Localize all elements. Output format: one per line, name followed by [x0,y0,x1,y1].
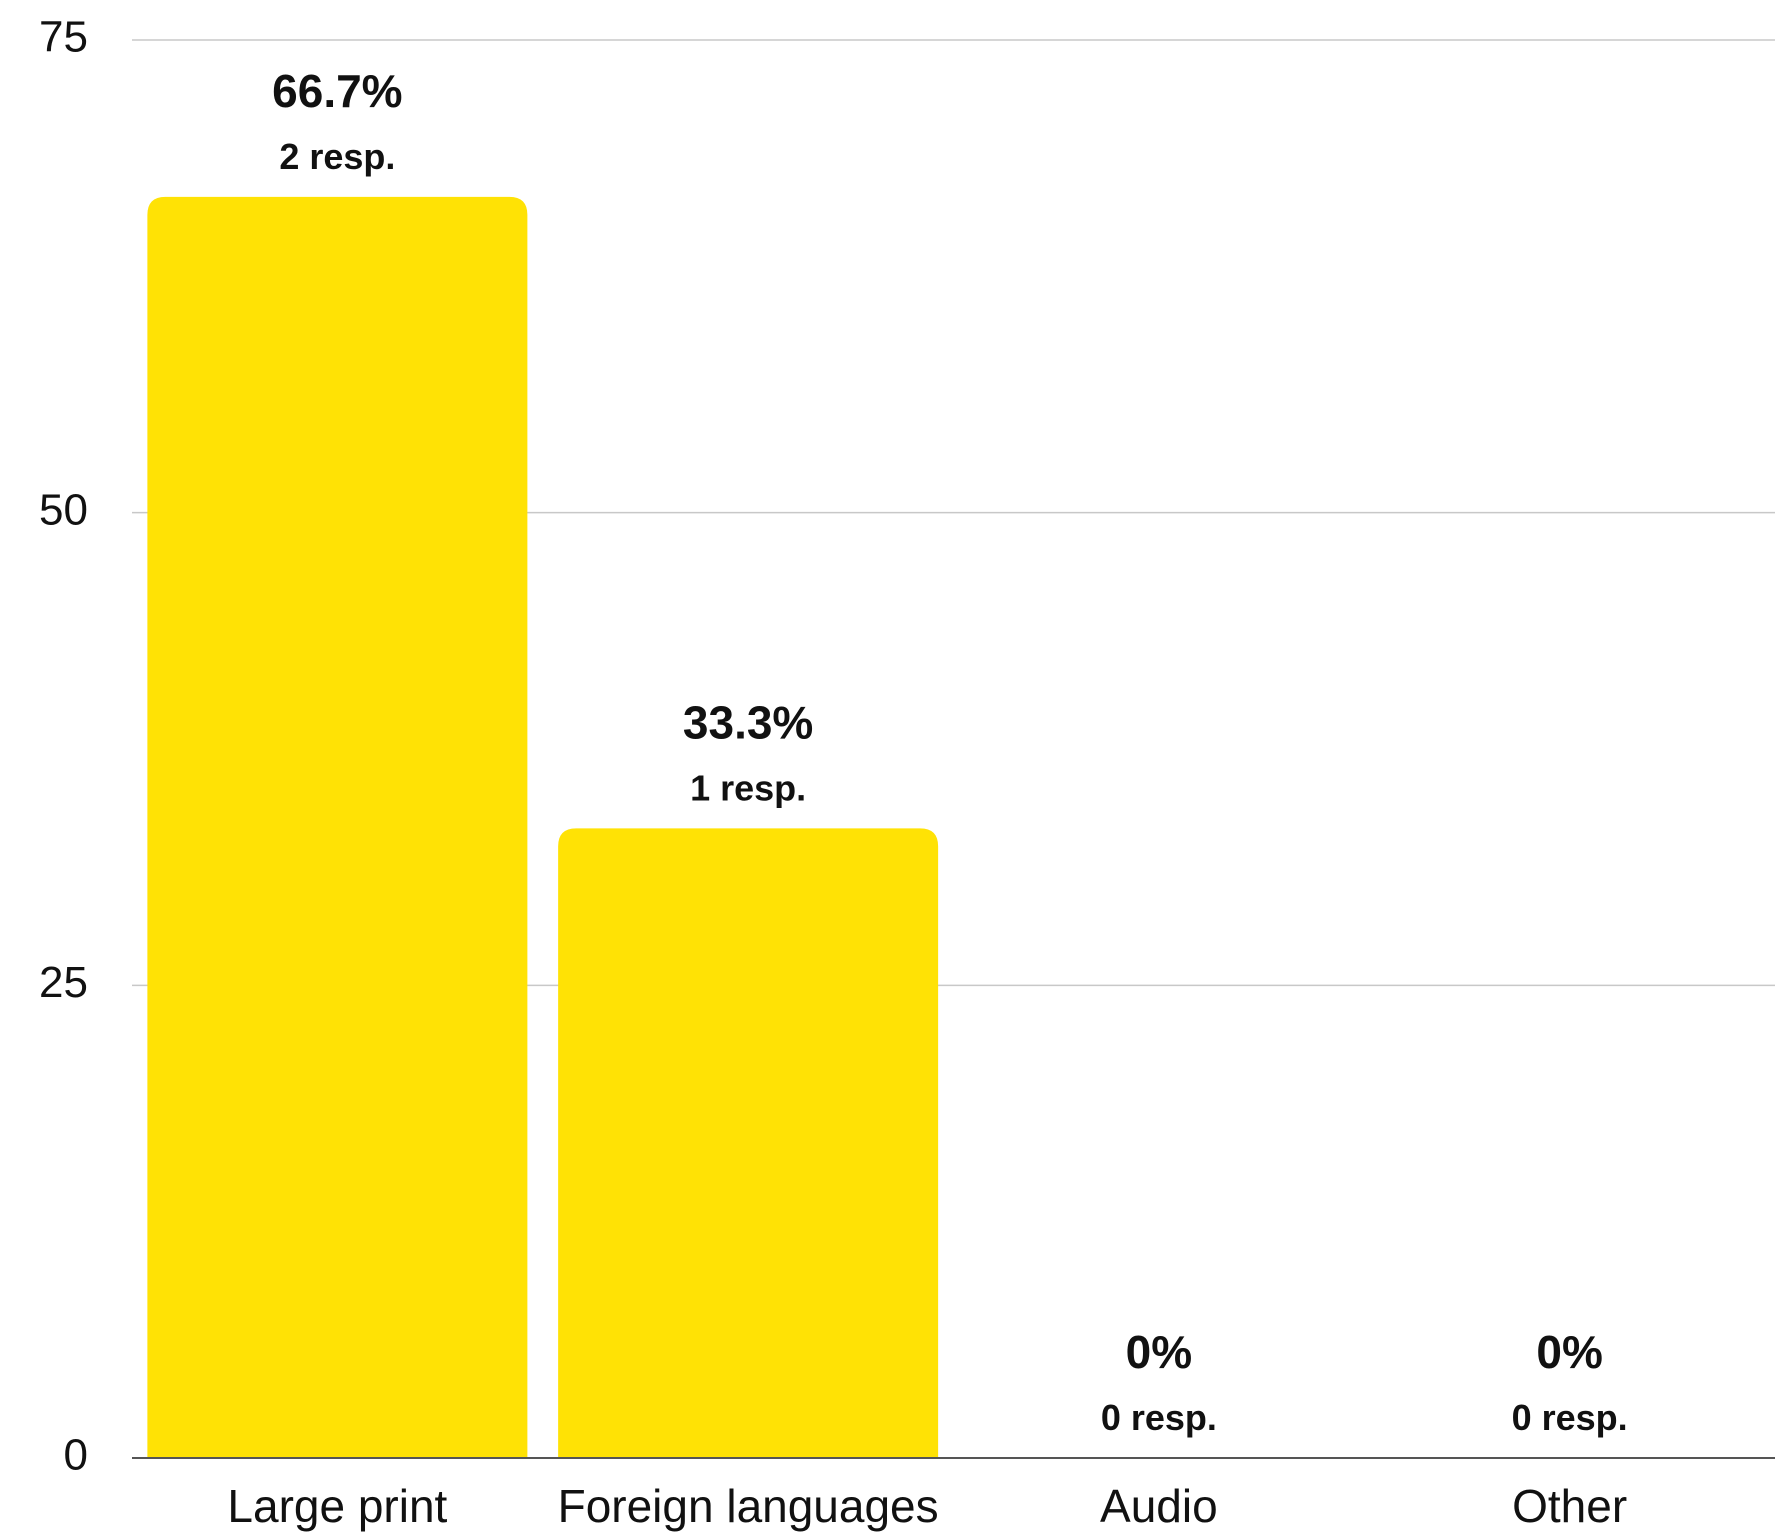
bar-percent-label: 0% [1126,1326,1192,1378]
labels: 0 25 50 75 66.7% 2 resp. Large print 33.3% 1 res… [39,13,1628,1532]
bar-responses-label: 2 resp. [279,136,395,177]
bar-percent-label: 66.7% [272,65,402,117]
bar-percent-label: 33.3% [683,696,813,748]
bar-foreign-languages [558,828,939,1458]
x-category-label: Foreign languages [558,1480,939,1532]
x-category-label: Large print [227,1480,447,1532]
bars [147,196,939,1459]
bar-large-print [147,196,528,1459]
bar-responses-label: 0 resp. [1101,1397,1217,1438]
bar-responses-label: 0 resp. [1512,1397,1628,1438]
x-category-label: Other [1512,1480,1627,1532]
y-tick-label: 0 [64,1431,88,1480]
y-tick-label: 75 [39,13,88,62]
y-tick-label: 25 [39,958,88,1007]
y-tick-label: 50 [39,485,88,534]
bar-responses-label: 1 resp. [690,767,806,808]
x-category-label: Audio [1100,1480,1218,1532]
bar-percent-label: 0% [1536,1326,1602,1378]
